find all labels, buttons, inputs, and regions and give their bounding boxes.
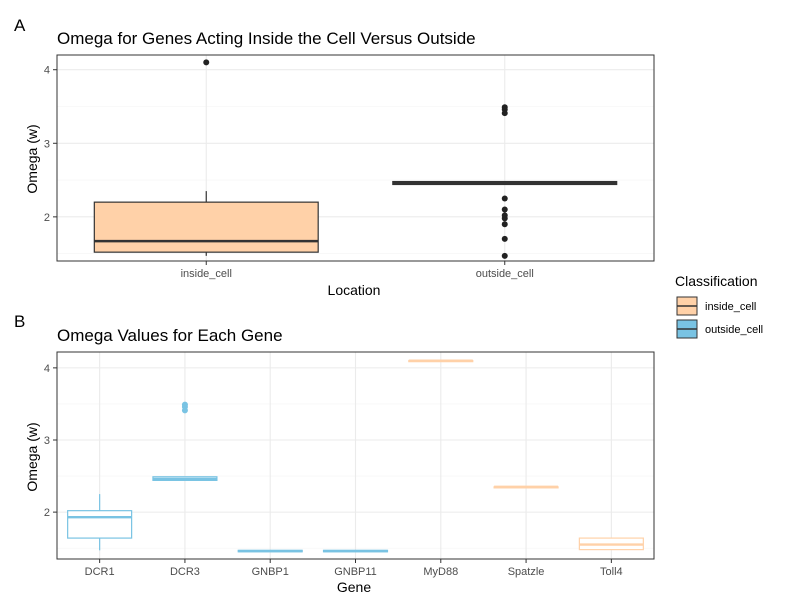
panel-a-box-outside-cell-outlier-8 (501, 235, 508, 242)
panel-b-x-tick-label-dcr3: DCR3 (170, 566, 200, 578)
panel-b-box-dcr1-iqr (67, 510, 133, 539)
panel-a-frame (56, 54, 655, 262)
panel-a: A Omega for Genes Acting Inside the Cell… (14, 16, 655, 298)
legend: Classification inside_cell outside_cell (675, 273, 763, 339)
legend-item-inside-cell: inside_cell (676, 296, 756, 316)
panel-b: B Omega Values for Each Gene 2 3 4 DCR1 DCR3… (14, 312, 655, 595)
panel-b-box-spatzle (493, 485, 559, 489)
panel-a-box-outside-cell (392, 104, 618, 259)
panel-b-x-tick-label-gnbp1: GNBP1 (252, 566, 289, 578)
panel-a-box-outside-cell-outlier-6 (501, 215, 508, 222)
panel-b-y-tick-label-3: 3 (44, 435, 50, 447)
panel-b-x-axis-title: Gene (337, 579, 371, 595)
panel-a-tag: A (14, 16, 26, 35)
panel-b-y-tick-label-2: 2 (44, 507, 50, 519)
panel-b-box-dcr3 (152, 401, 218, 481)
panel-b-box-gnbp11 (322, 549, 389, 553)
panel-b-box-dcr3-outlier-2 (181, 407, 188, 414)
panel-b-title: Omega Values for Each Gene (57, 326, 283, 345)
panel-b-box-dcr1 (67, 494, 133, 551)
panel-b-x-tick-label-myd88: MyD88 (423, 566, 458, 578)
legend-label-inside-cell: inside_cell (705, 301, 756, 313)
legend-label-outside-cell: outside_cell (705, 324, 763, 336)
panel-a-x-axis-title: Location (328, 282, 381, 298)
panel-b-box-myd88 (408, 359, 474, 363)
panel-b-plot-area: 2 3 4 DCR1 DCR3 GNBP1 GNBP11 MyD88 Spatzle Toll4 (44, 351, 655, 578)
panel-a-x-tick-label-outside-cell: outside_cell (476, 268, 534, 280)
panel-a-x-tick-label-inside-cell: inside_cell (181, 268, 232, 280)
panel-b-x-tick-label-spatzle: Spatzle (508, 566, 545, 578)
panel-a-y-tick-label-3: 3 (44, 138, 50, 150)
legend-title: Classification (675, 273, 757, 289)
panel-a-box-outside-cell-outlier-4 (501, 206, 508, 213)
panel-b-x-tick-label-dcr1: DCR1 (85, 566, 115, 578)
panel-a-box-outside-cell-outlier-3 (501, 195, 508, 202)
panel-a-box-outside-cell-outlier-9 (501, 252, 508, 259)
panel-b-x-tick-label-gnbp11: GNBP11 (334, 566, 377, 578)
panel-a-box-outside-cell-outlier-7 (501, 221, 508, 228)
panel-a-plot-area: 2 3 4 inside_cell outside_cell (44, 54, 655, 280)
panel-a-y-tick-label-2: 2 (44, 212, 50, 224)
panel-a-box-inside-cell-outlier-0 (203, 59, 210, 66)
panel-b-box-gnbp1 (237, 549, 303, 553)
panel-a-box-inside-cell-iqr (93, 201, 319, 253)
legend-item-outside-cell: outside_cell (676, 319, 763, 339)
panel-a-title: Omega for Genes Acting Inside the Cell V… (57, 29, 476, 48)
panel-b-x-tick-label-toll4: Toll4 (600, 566, 623, 578)
panel-a-y-tick-label-4: 4 (44, 65, 50, 77)
panel-a-y-axis-title: Omega (w) (24, 124, 40, 193)
panel-b-y-axis-title: Omega (w) (24, 422, 40, 491)
panel-a-box-outside-cell-outlier-2 (501, 110, 508, 117)
panel-b-box-toll4 (578, 537, 644, 551)
panel-a-box-inside-cell (93, 59, 319, 256)
panel-b-y-tick-label-4: 4 (44, 363, 50, 375)
panel-b-tag: B (14, 312, 25, 331)
